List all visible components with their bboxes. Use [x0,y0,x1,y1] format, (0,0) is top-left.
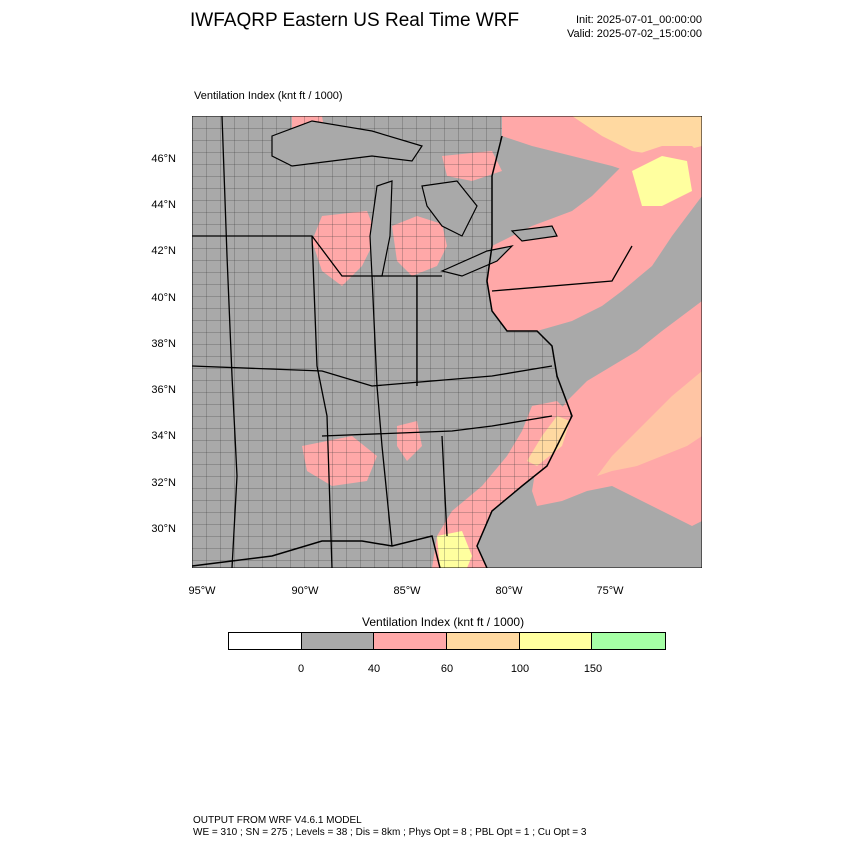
lake-ontario [510,225,558,242]
lat-label: 42°N [151,245,176,257]
lat-label: 36°N [151,384,176,396]
county-boundaries [192,116,572,568]
lake-superior [271,120,423,167]
lon-label: 80°W [495,585,523,597]
colorbar-segment [447,633,520,649]
atlantic-coastline [476,135,573,568]
lat-label: 32°N [151,477,176,489]
maine-very-high-vi [632,156,692,206]
state-borders [192,116,633,568]
model-info: OUTPUT FROM WRF V4.6.1 MODEL WE = 310 ; … [193,815,586,839]
map-panel [191,115,703,569]
run-times: Init: 2025-07-01_00:00:00 Valid: 2025-07… [567,13,702,41]
lake-erie [440,245,514,277]
lon-label: 95°W [188,585,216,597]
colorbar-segment [519,633,593,649]
lon-label: 85°W [393,585,421,597]
colorbar-tick: 60 [440,663,454,675]
lon-label: 90°W [291,585,319,597]
init-time: Init: 2025-07-01_00:00:00 [576,14,702,26]
model-version: OUTPUT FROM WRF V4.6.1 MODEL [193,815,362,826]
offshore-moderate-vi [597,371,702,476]
lat-label: 46°N [151,153,176,165]
colorbar-segment [301,633,375,649]
colorbar-title: Ventilation Index (knt ft / 1000) [362,615,525,629]
lat-label: 30°N [151,523,176,535]
colorbar-tick: 0 [297,663,305,675]
lake-huron [421,180,478,237]
lon-label: 75°W [596,585,624,597]
map-field-label: Ventilation Index (knt ft / 1000) [194,90,343,102]
colorbar-tick: 100 [510,663,530,675]
lat-label: 44°N [151,199,176,211]
colorbar-segment [592,633,666,649]
colorbar-tick: 150 [583,663,603,675]
colorbar-segment [374,633,448,649]
lat-label: 40°N [151,292,176,304]
ventilation-index-map [191,115,703,569]
page-title: IWFAQRP Eastern US Real Time WRF [190,10,520,31]
colorbar-segment [229,633,302,649]
colorbar [228,632,666,650]
valid-time: Valid: 2025-07-02_15:00:00 [567,28,702,40]
lat-label: 34°N [151,430,176,442]
gulf-coastline [192,535,441,568]
colorbar-tick: 40 [367,663,381,675]
model-config: WE = 310 ; SN = 275 ; Levels = 38 ; Dis … [193,827,587,838]
offshore-high-vi [532,301,702,526]
lat-label: 38°N [151,338,176,350]
